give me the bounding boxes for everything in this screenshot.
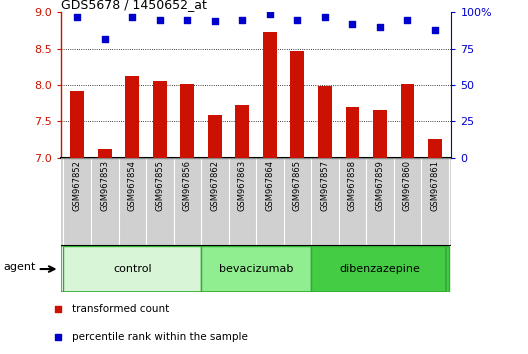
Point — [73, 14, 81, 19]
Point — [128, 14, 136, 19]
Point — [431, 27, 439, 33]
Bar — [263, 32, 277, 158]
Text: GSM967852: GSM967852 — [73, 160, 82, 211]
Bar — [181, 84, 194, 158]
Bar — [70, 91, 84, 158]
Bar — [345, 107, 359, 158]
Text: GSM967865: GSM967865 — [293, 160, 302, 211]
Bar — [125, 75, 139, 158]
Bar — [428, 139, 442, 158]
Bar — [318, 86, 332, 158]
Text: GSM967857: GSM967857 — [320, 160, 329, 211]
Text: GSM967859: GSM967859 — [375, 160, 384, 211]
Point — [54, 334, 62, 339]
Text: GDS5678 / 1450652_at: GDS5678 / 1450652_at — [61, 0, 206, 11]
Text: agent: agent — [3, 262, 35, 272]
Point — [320, 14, 329, 19]
Bar — [401, 84, 414, 158]
Text: percentile rank within the sample: percentile rank within the sample — [72, 332, 248, 342]
Text: dibenzazepine: dibenzazepine — [340, 264, 420, 274]
Point — [403, 17, 412, 23]
Text: GSM967854: GSM967854 — [128, 160, 137, 211]
Point — [376, 24, 384, 30]
Text: GSM967864: GSM967864 — [266, 160, 275, 211]
Text: GSM967862: GSM967862 — [210, 160, 219, 211]
Text: GSM967861: GSM967861 — [430, 160, 439, 211]
Text: GSM967853: GSM967853 — [100, 160, 109, 211]
Bar — [153, 81, 167, 158]
Point — [293, 17, 301, 23]
Bar — [290, 51, 304, 158]
Bar — [235, 104, 249, 158]
Bar — [373, 110, 387, 158]
Point — [156, 17, 164, 23]
Text: GSM967856: GSM967856 — [183, 160, 192, 211]
Bar — [63, 246, 201, 292]
Text: GSM967858: GSM967858 — [348, 160, 357, 211]
Point — [238, 17, 247, 23]
Text: GSM967863: GSM967863 — [238, 160, 247, 211]
Point — [211, 18, 219, 24]
Bar — [208, 115, 222, 158]
Text: transformed count: transformed count — [72, 304, 169, 314]
Bar — [201, 246, 311, 292]
Text: GSM967860: GSM967860 — [403, 160, 412, 211]
Point — [348, 21, 356, 27]
Point — [183, 17, 192, 23]
Point — [266, 11, 274, 17]
Text: GSM967855: GSM967855 — [155, 160, 164, 211]
Bar — [311, 246, 449, 292]
Point — [100, 36, 109, 41]
Bar — [98, 149, 111, 158]
Text: bevacizumab: bevacizumab — [219, 264, 293, 274]
Text: control: control — [113, 264, 152, 274]
Point — [54, 307, 62, 312]
